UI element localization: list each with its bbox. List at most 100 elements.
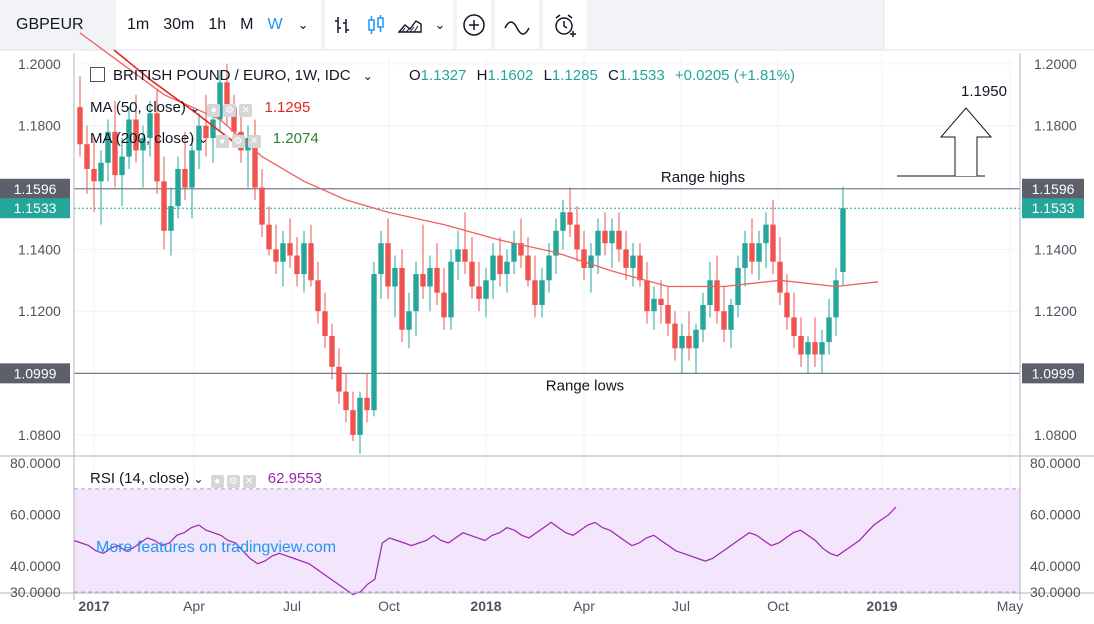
rsi-tick-label-right: 30.0000 [1030, 584, 1081, 600]
close-icon[interactable]: ✕ [242, 475, 256, 488]
candle-body [518, 243, 524, 256]
candle-body [462, 249, 468, 262]
time-tick-label: Jul [672, 598, 690, 614]
gear-icon[interactable]: ⚙ [231, 135, 245, 148]
candle-body [805, 342, 811, 355]
candle-body [826, 317, 832, 343]
close-icon[interactable]: ✕ [239, 104, 253, 117]
candle-body [602, 230, 608, 244]
candles-icon[interactable] [359, 0, 393, 50]
interval-W[interactable]: W [267, 16, 283, 33]
legend-collapse-icon[interactable] [90, 67, 105, 82]
eye-icon[interactable]: ● [215, 135, 229, 148]
time-tick-label: Oct [378, 598, 400, 614]
indicators-icon[interactable] [495, 0, 539, 50]
chevron-down-icon[interactable]: ⌄ [193, 472, 204, 486]
price-tick-label-left: 1.2000 [18, 56, 61, 72]
low-label: L [543, 67, 552, 84]
symbol-search[interactable]: GBPEUR [0, 0, 112, 50]
rsi-tick-label-right: 60.0000 [1030, 507, 1081, 523]
chevron-down-icon[interactable]: ⌄ [198, 132, 209, 146]
candle-body [147, 113, 153, 139]
candle-body [140, 138, 146, 151]
gear-icon[interactable]: ⚙ [223, 104, 237, 117]
candle-body [532, 280, 538, 306]
candle-body [623, 249, 629, 268]
price-tick-label-left: 1.1200 [18, 303, 61, 319]
candle-body [259, 187, 265, 225]
price-legend: BRITISH POUND / EURO, 1W, IDC ⌄ O1.1327 … [90, 67, 795, 84]
candle-body [210, 119, 216, 139]
candle-body [497, 255, 503, 275]
interval-1m[interactable]: 1m [127, 16, 150, 33]
candle-body [742, 243, 748, 268]
chevron-down-icon[interactable]: ⌄ [190, 101, 201, 115]
rsi-line [73, 506, 897, 596]
interval-group: 1m 30m 1h M W ⌄ [116, 0, 321, 50]
rsi-value: 62.9553 [267, 470, 323, 487]
eye-icon[interactable]: ● [210, 475, 224, 488]
candle-body [252, 138, 258, 188]
candle-body [609, 230, 615, 244]
gear-icon[interactable]: ⚙ [226, 475, 240, 488]
interval-M[interactable]: M [240, 16, 254, 33]
chevron-down-icon[interactable]: ⌄ [434, 17, 446, 32]
add-compare-icon[interactable] [457, 0, 491, 50]
bar-style-icon[interactable] [325, 0, 359, 50]
price-tick-label-right: 1.1200 [1034, 303, 1077, 319]
range-highs-label: Range highs [661, 169, 745, 186]
time-tick-label: May [997, 598, 1023, 614]
time-tick-label: Oct [767, 598, 789, 614]
price-tick-label-right: 1.2000 [1034, 56, 1077, 72]
price-tick-label-left: 1.1800 [18, 118, 61, 134]
ma50-label: MA (50, close) [90, 99, 186, 116]
indicators-group [495, 0, 540, 50]
price-tick-label-right: 1.0800 [1034, 427, 1077, 443]
interval-30m[interactable]: 30m [163, 16, 195, 33]
tradingview-watermark[interactable]: More features on tradingview.com [96, 539, 337, 556]
alert-icon[interactable] [543, 0, 587, 50]
candle-body [77, 107, 83, 145]
candle-body [525, 255, 531, 281]
candle-body [217, 82, 223, 120]
candle-body [840, 208, 846, 272]
candle-body [84, 144, 90, 169]
interval-1h[interactable]: 1h [208, 16, 227, 33]
candle-body [413, 274, 419, 312]
candle-body [469, 261, 475, 287]
candle-body [315, 280, 321, 312]
area-chart-icon[interactable] [393, 0, 427, 50]
candle-body [189, 150, 195, 188]
price-tick-label-right: 1.1400 [1034, 241, 1077, 257]
price-tag-left-label: 1.1596 [14, 181, 57, 197]
candle-body [392, 267, 398, 287]
price-tag-right-label: 1.0999 [1032, 365, 1075, 381]
candle-body [105, 131, 111, 163]
chevron-down-icon[interactable]: ⌄ [297, 17, 309, 32]
close-icon[interactable]: ✕ [247, 135, 261, 148]
style-group: ⌄ [324, 0, 454, 50]
candle-body [588, 255, 594, 268]
candle-body [154, 113, 160, 182]
candle-body [406, 311, 412, 330]
price-tag-right-label: 1.1533 [1032, 200, 1075, 216]
candle-body [595, 230, 601, 256]
candle-body [399, 267, 405, 330]
ma50-value: 1.1295 [264, 99, 311, 116]
candle-body [763, 224, 769, 244]
candle-body [665, 305, 671, 324]
candle-body [546, 255, 552, 281]
range-lows-label: Range lows [546, 377, 624, 394]
candle-body [231, 107, 237, 132]
candle-body [273, 249, 279, 262]
eye-icon[interactable]: ● [207, 104, 221, 117]
candle-body [161, 181, 167, 231]
candle-body [112, 131, 118, 176]
time-tick-label: 2018 [470, 598, 501, 614]
candle-body [294, 255, 300, 275]
candle-body [98, 162, 104, 182]
candle-body [777, 261, 783, 293]
chevron-down-icon[interactable]: ⌄ [362, 69, 373, 83]
target-label: 1.1950 [961, 83, 1007, 100]
